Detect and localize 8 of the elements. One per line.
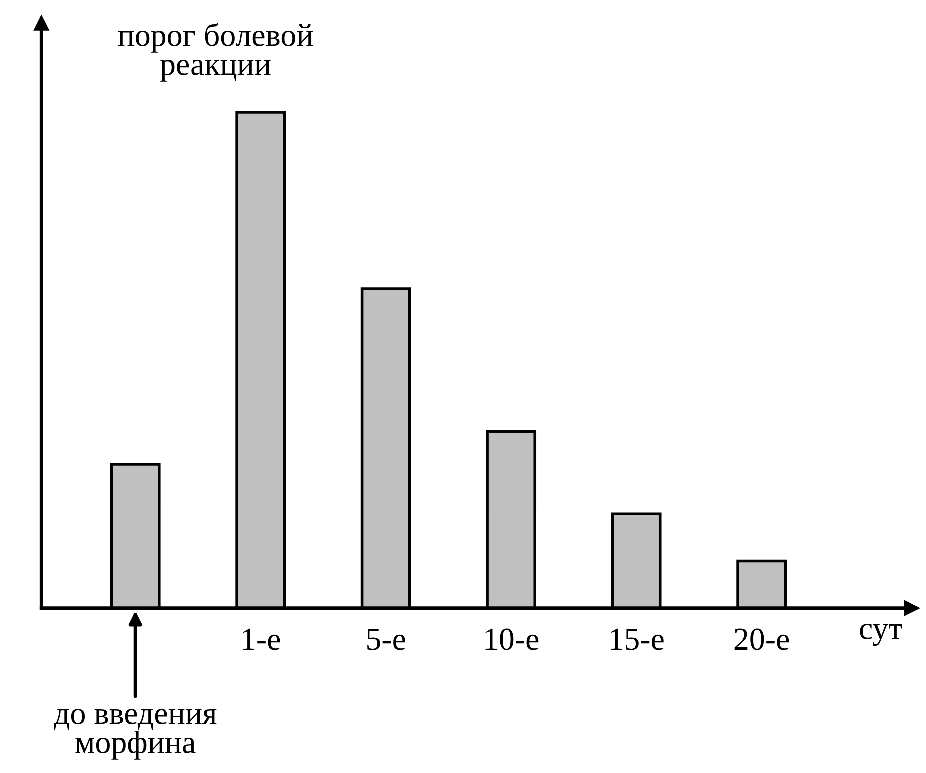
x-tick-label: 20-е (734, 628, 790, 650)
x-tick-label: 15-е (611, 628, 664, 650)
x-axis-title: сут (860, 624, 902, 646)
x-tick-label: 1-е (243, 628, 280, 650)
x-tick-label: 10-е (486, 628, 539, 650)
x-tick-label: 5-е (368, 629, 406, 650)
y-axis-title: порог болевой реакции (118, 23, 313, 82)
text: до введения морфина (54, 709, 217, 760)
